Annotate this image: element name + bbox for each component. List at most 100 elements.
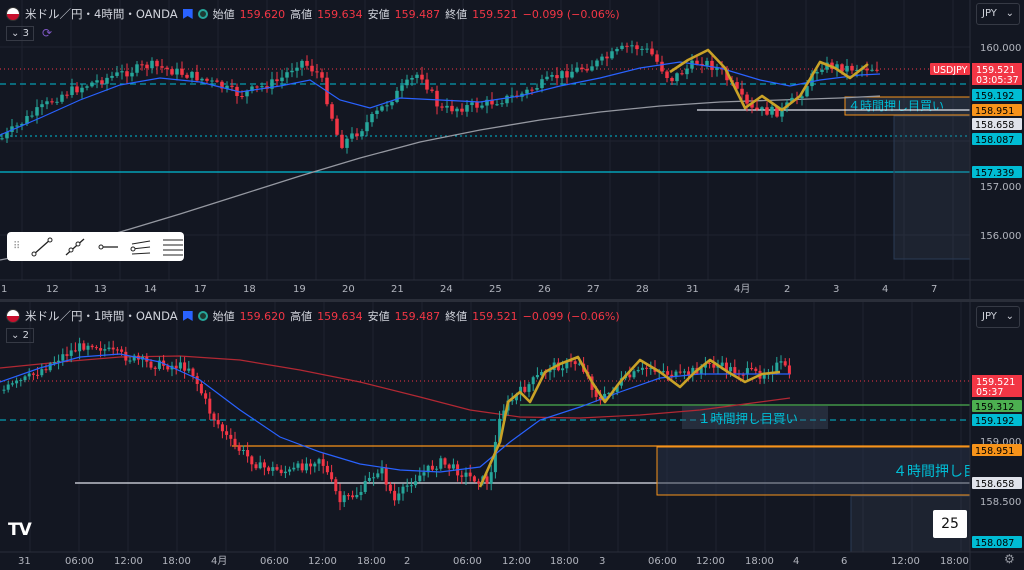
indicator-collapse-button[interactable]: ⌄ 3 — [6, 26, 34, 41]
candle-4h-candle — [680, 73, 684, 75]
open-value: 159.620 — [239, 309, 286, 323]
candle-1h-candle — [439, 458, 443, 469]
indicator-toggle[interactable]: ⌄ 2 — [6, 328, 34, 343]
settings-gear-icon[interactable]: ⚙ — [1004, 552, 1015, 566]
chart-pane-1h[interactable]: １時間押し目買い ４時間押し目 159.000 158.500 159.521 05:37… — [0, 302, 1024, 570]
buy-zone-4h-proj — [656, 446, 971, 496]
candle-1h-candle — [325, 465, 329, 473]
parallel-channel-tool-icon[interactable] — [129, 236, 152, 258]
candle-1h-candle — [464, 472, 468, 477]
candle-4h-candle — [40, 104, 44, 108]
candle-4h-candle — [250, 86, 254, 92]
candle-1h-candle — [405, 485, 409, 487]
candle-1h-candle — [359, 491, 363, 495]
candle-4h-candle — [655, 54, 659, 62]
candle-1h-candle — [577, 363, 581, 365]
time-tick: 18:00 — [162, 556, 191, 567]
indicator-toggle[interactable]: ⌄ 3 ⟳ — [6, 26, 52, 41]
candle-4h-candle — [240, 96, 244, 98]
open-value: 159.620 — [239, 7, 286, 21]
candle-1h-candle — [2, 389, 6, 391]
candle-1h-candle — [304, 463, 308, 471]
time-tick: 18 — [243, 284, 256, 295]
price-axis-1h[interactable] — [970, 302, 1024, 552]
time-tick: 18:00 — [550, 556, 579, 567]
tradingview-logo[interactable]: TV — [8, 520, 32, 540]
currency-button[interactable]: JPY ⌄ — [976, 306, 1020, 328]
time-tick: 2 — [404, 556, 410, 567]
candle-4h-candle — [380, 106, 384, 111]
candle-1h-candle — [283, 471, 287, 474]
candle-1h-candle — [191, 368, 195, 377]
candle-1h-candle — [615, 385, 619, 393]
candle-4h-candle — [565, 71, 569, 78]
fib-retracement-tool-icon[interactable] — [161, 236, 184, 258]
candle-1h-candle — [157, 360, 161, 369]
bookmark-icon[interactable] — [182, 311, 193, 321]
candle-1h-candle — [15, 380, 19, 384]
candle-4h-candle — [415, 74, 419, 78]
candle-4h-candle — [690, 60, 694, 69]
bar-counter[interactable]: 25 — [933, 510, 967, 538]
candle-4h-candle — [790, 97, 794, 103]
candle-1h-candle — [258, 462, 262, 469]
badge-158951-bg — [972, 104, 1022, 116]
candle-4h-candle — [10, 126, 14, 132]
indicator-collapse-button[interactable]: ⌄ 2 — [6, 328, 34, 343]
sync-icon[interactable]: ⟳ — [41, 26, 52, 40]
candle-4h-candle — [255, 86, 259, 88]
candle-4h-candle — [670, 77, 674, 82]
chevron-down-icon: ⌄ — [1005, 311, 1014, 322]
candle-4h-candle — [820, 69, 824, 72]
candle-1h-candle — [262, 462, 266, 468]
currency-button[interactable]: JPY ⌄ — [976, 3, 1020, 25]
candle-4h-candle — [405, 79, 409, 86]
candle-4h-candle — [180, 68, 184, 75]
chart-canvas-1h[interactable]: １時間押し目買い４時間押し目159.000158.500159.52105:37… — [0, 302, 1024, 570]
candle-4h-candle — [305, 60, 309, 66]
time-tick: 20 — [342, 284, 355, 295]
candle-1h-candle — [86, 345, 90, 350]
bookmark-icon[interactable] — [182, 9, 193, 19]
candle-4h-candle — [160, 66, 164, 68]
time-tick: 06:00 — [453, 556, 482, 567]
drag-handle-icon[interactable]: ⠿ — [13, 241, 21, 252]
candle-1h-candle — [745, 368, 749, 375]
chart-canvas-4h[interactable]: ４時間押し目買い 160.000 157.000 156.000 USDJPY 159.5… — [0, 0, 1024, 299]
candle-1h-candle — [640, 367, 644, 370]
last-price-badge: 159.521 — [976, 65, 1015, 76]
candle-1h-candle — [216, 419, 220, 425]
candle-4h-candle — [480, 105, 484, 108]
candle-1h-candle — [69, 350, 73, 356]
open-label: 始値 — [212, 310, 235, 323]
candle-1h-candle — [527, 384, 531, 392]
horizontal-ray-tool-icon[interactable] — [96, 236, 119, 258]
pane-divider[interactable] — [0, 299, 1024, 302]
candle-1h-candle — [19, 380, 23, 382]
badge-158658-bg — [972, 477, 1022, 489]
candle-1h-candle — [762, 374, 766, 379]
candle-1h-candle — [556, 362, 560, 371]
candle-1h-candle — [61, 354, 65, 361]
ray-tool-icon[interactable] — [63, 236, 86, 258]
legend-1h: 米ドル／円・1時間・OANDA 始値 159.620 高値 159.634 安値 15… — [6, 308, 620, 324]
candle-1h-candle — [699, 367, 703, 374]
symbol-title[interactable]: 米ドル／円・4時間・OANDA — [25, 7, 178, 21]
badge-158658: 158.658 — [975, 479, 1014, 490]
candle-4h-candle — [225, 85, 229, 89]
symbol-title[interactable]: 米ドル／円・1時間・OANDA — [25, 309, 178, 323]
candle-4h-candle — [295, 67, 299, 71]
candle-1h-candle — [733, 367, 737, 374]
candle-4h-candle — [355, 133, 359, 137]
candle-4h-candle — [205, 78, 209, 81]
candle-1h-candle — [670, 374, 674, 377]
candle-1h-candle — [355, 494, 359, 498]
candle-4h-candle — [445, 105, 449, 108]
candle-1h-candle — [204, 393, 208, 399]
time-tick: 12 — [46, 284, 59, 295]
trendline-tool-icon[interactable] — [30, 236, 53, 258]
chart-pane-4h[interactable]: ４時間押し目買い 160.000 157.000 156.000 USDJPY 159.5… — [0, 0, 1024, 299]
candle-4h-candle — [75, 86, 79, 93]
candle-1h-candle — [775, 362, 779, 372]
badge-158087-bg — [972, 536, 1022, 548]
